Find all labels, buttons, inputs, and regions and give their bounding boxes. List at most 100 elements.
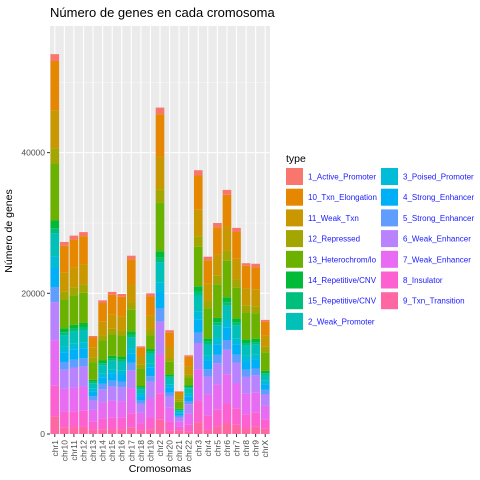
bar-segment-chr5-4 [213, 284, 222, 318]
bar-segment-chr15-6 [107, 358, 117, 361]
bar-segment-chr5-14 [213, 426, 222, 434]
bar-segment-chr6-9 [222, 327, 232, 341]
bar-segment-chr5-1 [213, 227, 222, 255]
bar-segment-chrX-13 [260, 419, 270, 429]
bar-segment-chr20-10 [165, 392, 174, 397]
bar-segment-chr19-5 [146, 349, 155, 352]
bar-segment-chr10-2 [60, 272, 69, 292]
bar-segment-chr18-11 [136, 403, 146, 413]
bar-segment-chr7-3 [232, 279, 241, 288]
bar-segment-chr1-14 [50, 416, 60, 434]
bar-segment-chr21-1 [174, 391, 184, 395]
bar-segment-chr21-14 [174, 430, 184, 434]
bar-segment-chrX-8 [260, 380, 270, 385]
bar-segment-chr13-6 [88, 381, 98, 384]
bar-segment-chr9-7 [251, 344, 260, 355]
bar-segment-chr12-8 [79, 342, 88, 349]
bar-segment-chr14-1 [98, 303, 107, 322]
bar-segment-chr10-10 [60, 361, 69, 370]
x-tick-label: chr15 [107, 440, 117, 462]
bar-segment-chr13-9 [88, 391, 98, 397]
bar-segment-chr22-7 [184, 388, 193, 394]
bar-segment-chr14-11 [98, 389, 107, 403]
bar-segment-chr21-8 [174, 412, 184, 414]
y-tick-label: 0 [40, 429, 45, 439]
legend-entry-label: 2_Weak_Promoter [308, 317, 375, 326]
bar-segment-chr1-11 [50, 302, 60, 341]
bar-segment-chr19-9 [146, 367, 155, 377]
bar-segment-chr22-3 [184, 374, 193, 378]
bar-segment-chr22-10 [184, 401, 193, 405]
bar-segment-chr20-14 [165, 430, 174, 434]
bar-segment-chrX-3 [260, 346, 270, 353]
bar-segment-chr2-2 [155, 156, 165, 190]
bar-segment-chr12-10 [79, 358, 88, 367]
bar-segment-chr8-14 [241, 427, 251, 434]
bar-segment-chr12-14 [79, 426, 88, 434]
bar-segment-chr11-8 [69, 343, 79, 350]
bar-segment-chr3-14 [193, 422, 203, 434]
bar-segment-chr21-6 [174, 409, 184, 411]
bar-segment-chr16-14 [117, 429, 127, 434]
legend: type 1_Active_Promoter 10_Txn_Elongation 1… [286, 153, 475, 330]
bar-segment-chr5-10 [213, 354, 222, 364]
bar-segment-chr10-1 [60, 245, 69, 273]
bar-segment-chr6-4 [222, 260, 232, 298]
bar-segment-chr9-12 [251, 392, 260, 413]
bar-segment-chr6-0 [222, 189, 232, 195]
bar-segment-chr4-3 [203, 301, 213, 309]
legend-swatch [381, 250, 398, 268]
bar-segment-chr10-12 [60, 388, 69, 412]
bar-segment-chr19-4 [146, 335, 155, 350]
legend-entry-label: 4_Strong_Enhancer [403, 193, 475, 202]
bar-segment-chr7-12 [232, 383, 241, 409]
x-tick-label: chr3 [193, 440, 203, 457]
bar-segment-chr8-11 [241, 376, 251, 394]
bar-segment-chr19-14 [146, 429, 155, 434]
bar-segment-chr22-11 [184, 404, 193, 414]
y-axis: 0 20000 40000 [21, 148, 50, 439]
bar-segment-chr11-3 [69, 287, 79, 296]
bar-segment-chr11-4 [69, 295, 79, 325]
bar-segment-chr16-4 [117, 336, 127, 358]
bar-segment-chr16-8 [117, 370, 127, 375]
bar-segment-chr9-5 [251, 338, 260, 343]
bar-segment-chr10-6 [60, 332, 69, 336]
bar-segment-chr18-4 [136, 368, 146, 387]
bar-segment-chr4-4 [203, 308, 213, 339]
legend-entry-label: 10_Txn_Elongation [308, 193, 377, 202]
bar-segment-chr15-8 [107, 369, 117, 374]
x-tick-label: chr16 [117, 440, 127, 462]
bar-segment-chr7-14 [232, 424, 241, 434]
bar-segment-chr11-10 [69, 359, 79, 368]
bar-segment-chr9-11 [251, 375, 260, 393]
x-axis: chr1 chr10 chr11 chr12 chr13 chr14 chr15 chr16 c… [50, 434, 270, 461]
bar-segment-chr16-3 [117, 330, 127, 337]
bar-segment-chr14-13 [98, 418, 107, 430]
legend-entry-label: 5_Strong_Enhancer [403, 214, 475, 223]
bar-segment-chr9-3 [251, 306, 260, 314]
bar-segment-chr22-13 [184, 424, 193, 432]
bar-segment-chr10-9 [60, 352, 69, 362]
x-tick-label: chr10 [59, 440, 69, 462]
y-axis-label: Número de genes [3, 189, 15, 272]
bar-segment-chr15-7 [107, 360, 117, 370]
bar-segment-chr21-9 [174, 413, 184, 416]
x-tick-label: chr9 [251, 440, 261, 457]
bar-segment-chr15-5 [107, 355, 117, 359]
x-tick-label: chr22 [184, 440, 194, 462]
bar-segment-chr3-6 [193, 291, 203, 296]
bar-segment-chr5-3 [213, 275, 222, 285]
bar-segment-chr9-0 [251, 263, 260, 268]
bar-segment-chr5-13 [213, 409, 222, 427]
x-tick-label: chr1 [50, 440, 60, 457]
bar-segment-chr7-9 [232, 344, 241, 355]
bar-segment-chr11-12 [69, 387, 79, 412]
bar-segment-chr8-6 [241, 343, 251, 346]
bar-segment-chr15-0 [107, 291, 117, 295]
bar-segment-chr19-13 [146, 417, 155, 430]
bar-segment-chr10-5 [60, 328, 69, 333]
legend-swatch [381, 209, 398, 227]
bar-segment-chr4-6 [203, 341, 213, 345]
